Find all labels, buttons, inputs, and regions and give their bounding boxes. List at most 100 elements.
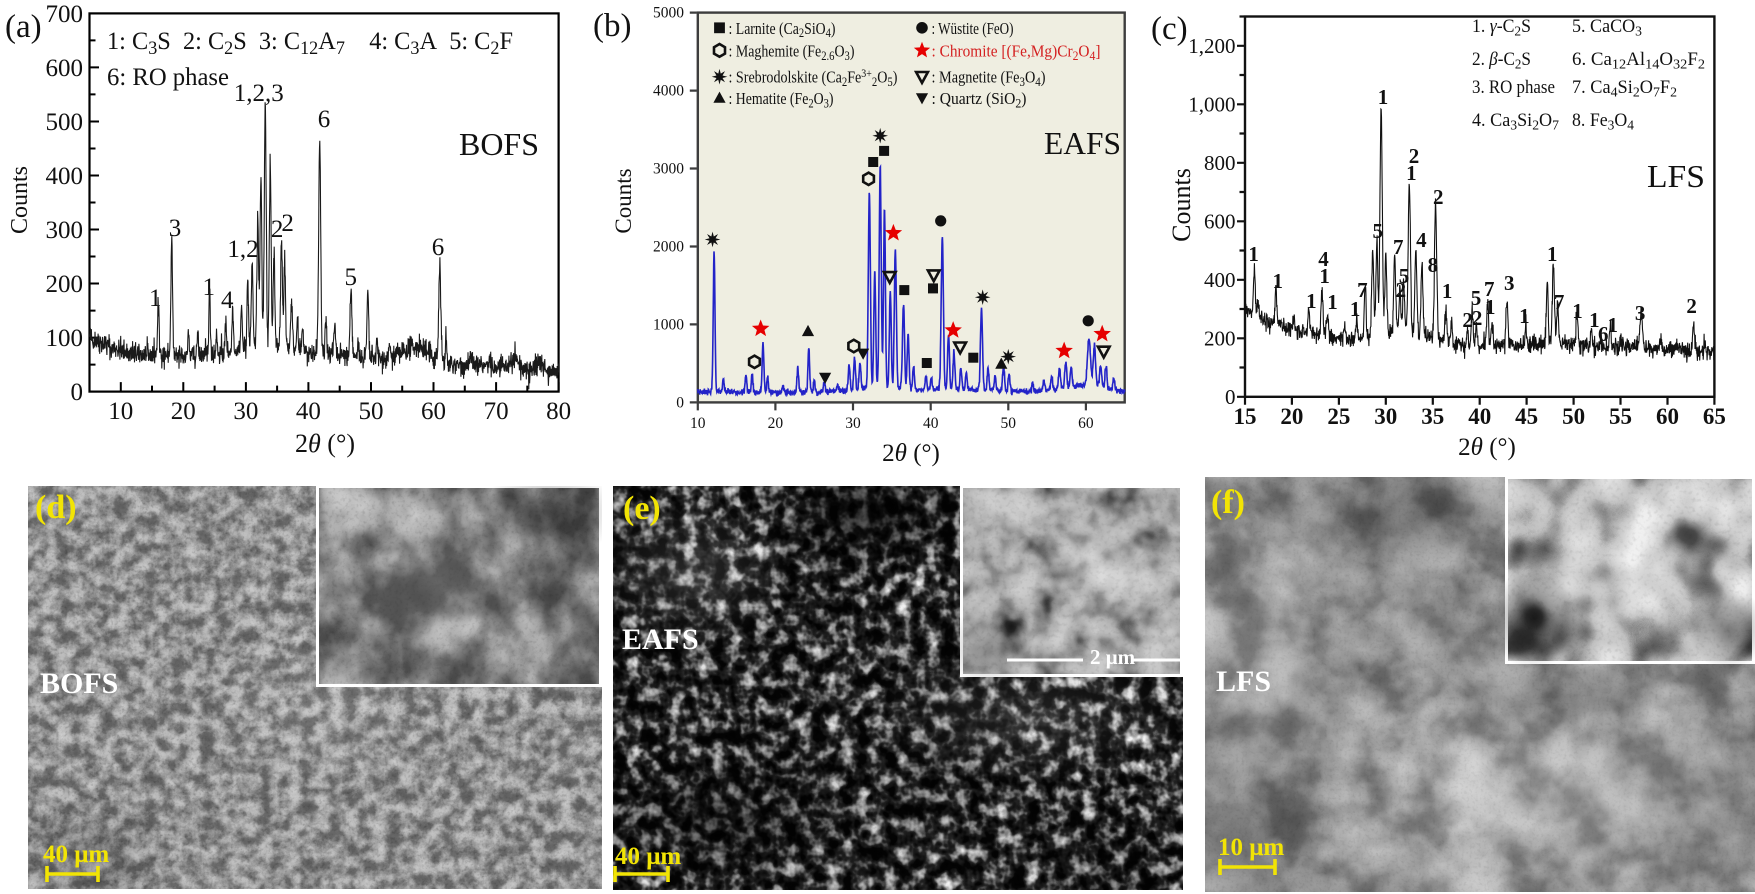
svg-text:1000: 1000 [653,316,684,333]
svg-text:60: 60 [1656,404,1679,429]
svg-text:2: 2 [1409,144,1420,168]
svg-text:1,000: 1,000 [1188,92,1235,116]
svg-text:30: 30 [233,398,258,425]
svg-text:5: 5 [344,264,357,291]
svg-text:7. Ca4Si2O7F2: 7. Ca4Si2O7F2 [1572,78,1677,101]
svg-text:20: 20 [1280,404,1303,429]
svg-text:5: 5 [1399,264,1410,288]
svg-text:BOFS: BOFS [459,126,539,162]
svg-text:3: 3 [169,215,182,242]
svg-text:6: 6 [432,234,445,261]
svg-text:6: 6 [318,106,331,133]
svg-text:50: 50 [359,398,384,425]
svg-text:: Hematite (Fe2O3): : Hematite (Fe2O3) [729,89,834,110]
svg-text:50: 50 [1001,415,1017,432]
svg-text:600: 600 [1204,209,1236,233]
svg-text:6: 6 [1598,322,1609,346]
svg-text:2θ (°): 2θ (°) [1458,434,1516,461]
svg-text:50: 50 [1562,404,1585,429]
svg-text:400: 400 [1204,268,1236,292]
svg-text:: Wüstite (FeO): : Wüstite (FeO) [932,19,1014,38]
svg-text:EAFS: EAFS [1044,125,1121,161]
svg-text:55: 55 [1609,404,1632,429]
svg-text:2000: 2000 [653,239,684,256]
svg-text:1: 1 [1608,313,1619,337]
svg-text:5000: 5000 [653,5,684,22]
svg-text:80: 80 [546,398,571,425]
svg-text:1: 1 [1589,308,1600,332]
svg-text:1: 1 [1485,295,1496,319]
svg-text:1: 1 [1306,289,1317,313]
svg-text:4: 4 [1416,228,1427,252]
svg-text:: Maghemite (Fe2.6O3): : Maghemite (Fe2.6O3) [729,41,855,62]
svg-text:2: 2 [1686,294,1697,318]
svg-text:1,2,3: 1,2,3 [234,80,284,107]
svg-text:0: 0 [71,379,84,406]
svg-text:2: 2 [1462,308,1473,332]
svg-text:8. Fe3O4: 8. Fe3O4 [1572,111,1634,134]
svg-text:1: 1 [1519,304,1530,328]
svg-text:1. γ-C2S: 1. γ-C2S [1472,17,1531,40]
svg-text:3: 3 [1635,301,1646,325]
svg-text:1: 1 [1273,269,1284,293]
svg-text:2: 2 [281,210,294,237]
svg-text:Counts: Counts [7,166,33,234]
svg-text:10: 10 [690,415,706,432]
svg-text:1: 1 [203,274,216,301]
svg-text:Counts: Counts [1167,168,1196,242]
svg-text:1: 1 [1572,299,1583,323]
svg-text:300: 300 [46,217,84,244]
svg-text:200: 200 [46,271,84,298]
svg-text:6. Ca12Al14O32F2: 6. Ca12Al14O32F2 [1572,50,1705,73]
svg-text:35: 35 [1421,404,1444,429]
svg-text:1,2: 1,2 [227,236,258,263]
svg-text:30: 30 [845,415,861,432]
svg-text:40: 40 [296,398,321,425]
svg-text:70: 70 [484,398,509,425]
svg-text:10: 10 [108,398,133,425]
svg-text:0: 0 [676,394,684,411]
svg-text:400: 400 [46,163,84,190]
svg-text:2θ (°): 2θ (°) [882,440,940,467]
svg-text:800: 800 [1204,151,1236,175]
svg-text:1: 1 [1442,279,1453,303]
svg-text:7: 7 [1357,278,1368,302]
svg-text:Counts: Counts [611,168,636,233]
svg-text:500: 500 [46,109,84,136]
svg-text:5: 5 [1372,219,1383,243]
svg-text:3000: 3000 [653,161,684,178]
svg-text:40: 40 [1468,404,1491,429]
svg-text:7: 7 [1554,290,1565,314]
svg-text:40: 40 [923,415,939,432]
svg-text:: Srebrodolskite (Ca2Fe3+2O5): : Srebrodolskite (Ca2Fe3+ 2O5) [729,66,898,89]
svg-text:2: 2 [271,216,284,243]
svg-text:1: 1 [1547,242,1558,266]
svg-text:1: 1 [1248,242,1259,266]
svg-text:LFS: LFS [1647,158,1705,194]
svg-text:5: 5 [1471,286,1482,310]
svg-text:700: 700 [46,1,84,28]
svg-text:: Magnetite (Fe3O4): : Magnetite (Fe3O4) [932,68,1046,89]
svg-text:: Chromite [(Fe,Mg)Cr2O4]: : Chromite [(Fe,Mg)Cr2O4] [932,41,1101,62]
svg-text:6: RO phase: 6: RO phase [107,62,229,91]
svg-text:65: 65 [1703,404,1726,429]
svg-text:3. RO phase: 3. RO phase [1472,78,1555,98]
svg-text:15: 15 [1234,404,1257,429]
svg-text:4: 4 [221,287,234,314]
svg-text:25: 25 [1327,404,1350,429]
svg-text:1,200: 1,200 [1188,34,1235,58]
svg-text:1: 1 [1319,264,1330,288]
svg-text:2: 2 [1433,185,1444,209]
svg-text:3: 3 [1504,271,1515,295]
svg-text:60: 60 [421,398,446,425]
svg-text:600: 600 [46,55,84,82]
svg-text:4. Ca3Si2O7: 4. Ca3Si2O7 [1472,111,1559,134]
svg-text:45: 45 [1515,404,1538,429]
svg-text:1: C3S 2: C2S 3: C12A7 4:: 1: C3S 2: C2S 3: C12A7 4: C3A 5: C2F [107,26,513,59]
svg-text:: Larnite (Ca2SiO4): : Larnite (Ca2SiO4) [729,19,836,40]
svg-text:100: 100 [46,325,84,352]
svg-text:4000: 4000 [653,83,684,100]
svg-text:20: 20 [768,415,784,432]
svg-text:8: 8 [1428,253,1439,277]
svg-text:7: 7 [1393,235,1404,259]
